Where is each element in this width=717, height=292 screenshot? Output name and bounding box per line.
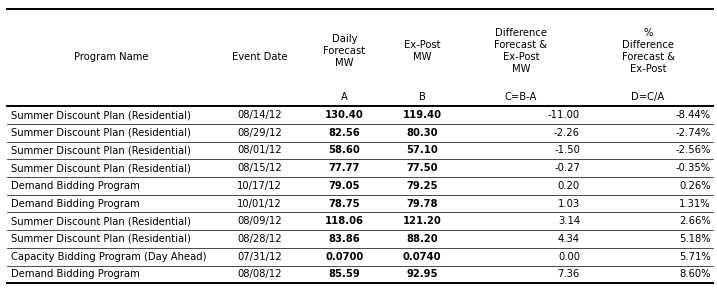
Text: 83.86: 83.86 <box>328 234 360 244</box>
Text: 0.26%: 0.26% <box>679 181 711 191</box>
Text: C=B-A: C=B-A <box>505 92 537 102</box>
Text: 79.25: 79.25 <box>407 181 438 191</box>
Text: Program Name: Program Name <box>74 53 148 62</box>
Text: 08/29/12: 08/29/12 <box>237 128 282 138</box>
Text: 92.95: 92.95 <box>407 270 438 279</box>
Text: 07/31/12: 07/31/12 <box>237 252 282 262</box>
Text: 10/01/12: 10/01/12 <box>237 199 282 208</box>
Text: 82.56: 82.56 <box>328 128 360 138</box>
Text: 08/14/12: 08/14/12 <box>237 110 282 120</box>
Text: 1.31%: 1.31% <box>679 199 711 208</box>
Text: 0.20: 0.20 <box>558 181 580 191</box>
Text: 1.03: 1.03 <box>558 199 580 208</box>
Text: 130.40: 130.40 <box>325 110 364 120</box>
Text: Summer Discount Plan (Residential): Summer Discount Plan (Residential) <box>11 234 191 244</box>
Text: 7.36: 7.36 <box>558 270 580 279</box>
Text: Demand Bidding Program: Demand Bidding Program <box>11 199 141 208</box>
Text: Difference
Forecast &
Ex-Post
MW: Difference Forecast & Ex-Post MW <box>495 28 548 74</box>
Text: 85.59: 85.59 <box>328 270 360 279</box>
Text: Summer Discount Plan (Residential): Summer Discount Plan (Residential) <box>11 128 191 138</box>
Text: Event Date: Event Date <box>232 53 288 62</box>
Text: 08/01/12: 08/01/12 <box>237 145 282 155</box>
Text: 121.20: 121.20 <box>403 216 442 226</box>
Text: 77.50: 77.50 <box>407 163 438 173</box>
Text: -1.50: -1.50 <box>554 145 580 155</box>
Text: 119.40: 119.40 <box>402 110 442 120</box>
Text: 0.0700: 0.0700 <box>326 252 364 262</box>
Text: 58.60: 58.60 <box>328 145 360 155</box>
Text: 10/17/12: 10/17/12 <box>237 181 282 191</box>
Text: Daily
Forecast
MW: Daily Forecast MW <box>323 34 366 68</box>
Text: -11.00: -11.00 <box>548 110 580 120</box>
Text: Capacity Bidding Program (Day Ahead): Capacity Bidding Program (Day Ahead) <box>11 252 207 262</box>
Text: -2.74%: -2.74% <box>675 128 711 138</box>
Text: 118.06: 118.06 <box>325 216 364 226</box>
Text: Summer Discount Plan (Residential): Summer Discount Plan (Residential) <box>11 145 191 155</box>
Text: D=C/A: D=C/A <box>632 92 665 102</box>
Text: 0.0740: 0.0740 <box>403 252 442 262</box>
Text: -0.27: -0.27 <box>554 163 580 173</box>
Text: -0.35%: -0.35% <box>675 163 711 173</box>
Text: Ex-Post
MW: Ex-Post MW <box>404 40 440 62</box>
Text: B: B <box>419 92 425 102</box>
Text: 08/15/12: 08/15/12 <box>237 163 282 173</box>
Text: 79.05: 79.05 <box>328 181 360 191</box>
Text: 4.34: 4.34 <box>558 234 580 244</box>
Text: %
Difference
Forecast &
Ex-Post: % Difference Forecast & Ex-Post <box>622 28 675 74</box>
Text: 3.14: 3.14 <box>558 216 580 226</box>
Text: Summer Discount Plan (Residential): Summer Discount Plan (Residential) <box>11 110 191 120</box>
Text: 5.18%: 5.18% <box>679 234 711 244</box>
Text: 2.66%: 2.66% <box>679 216 711 226</box>
Text: 0.00: 0.00 <box>558 252 580 262</box>
Text: -8.44%: -8.44% <box>675 110 711 120</box>
Text: 78.75: 78.75 <box>328 199 360 208</box>
Text: Summer Discount Plan (Residential): Summer Discount Plan (Residential) <box>11 216 191 226</box>
Text: 08/28/12: 08/28/12 <box>237 234 282 244</box>
Text: Demand Bidding Program: Demand Bidding Program <box>11 181 141 191</box>
Text: 5.71%: 5.71% <box>679 252 711 262</box>
Text: 80.30: 80.30 <box>407 128 438 138</box>
Text: Summer Discount Plan (Residential): Summer Discount Plan (Residential) <box>11 163 191 173</box>
Text: 08/09/12: 08/09/12 <box>237 216 282 226</box>
Text: -2.26: -2.26 <box>554 128 580 138</box>
Text: -2.56%: -2.56% <box>675 145 711 155</box>
Text: 8.60%: 8.60% <box>679 270 711 279</box>
Text: 88.20: 88.20 <box>407 234 438 244</box>
Text: Demand Bidding Program: Demand Bidding Program <box>11 270 141 279</box>
Text: 57.10: 57.10 <box>407 145 438 155</box>
Text: 79.78: 79.78 <box>407 199 438 208</box>
Text: 77.77: 77.77 <box>328 163 360 173</box>
Text: 08/08/12: 08/08/12 <box>237 270 282 279</box>
Text: A: A <box>341 92 348 102</box>
